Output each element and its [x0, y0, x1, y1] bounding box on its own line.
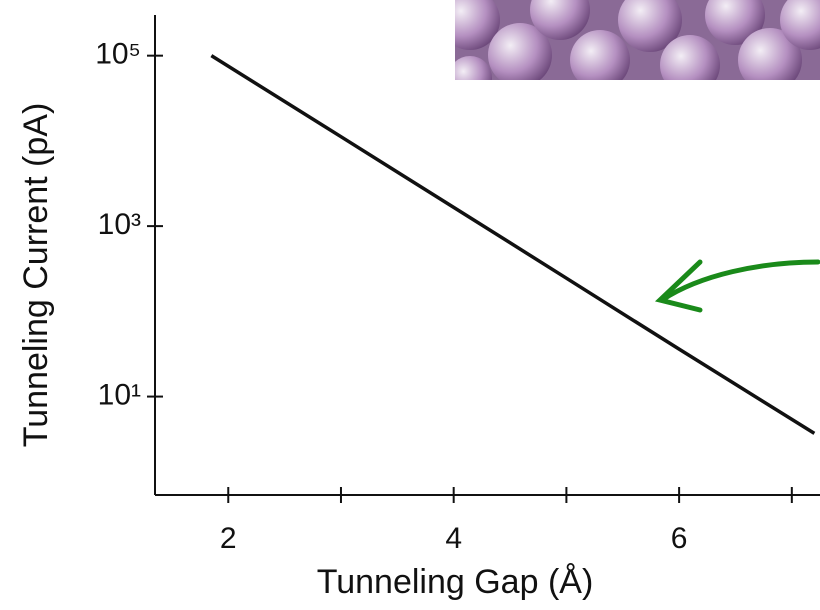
y-tick-label: 10⁵ [95, 38, 141, 71]
annotation-arrow [660, 262, 818, 310]
y-tick-label: 10³ [98, 208, 141, 241]
x-axis-title: Tunneling Gap (Å) [317, 563, 594, 601]
data-line [211, 56, 814, 434]
chart: Tunneling Gap (Å) Tunneling Current (pA)… [0, 0, 820, 610]
x-tick-label: 6 [671, 522, 688, 555]
y-axis-title: Tunneling Current (pA) [17, 103, 55, 448]
y-tick-label: 10¹ [98, 378, 141, 411]
x-tick-label: 4 [445, 522, 462, 555]
x-tick-label: 2 [220, 522, 237, 555]
sample-image [440, 0, 820, 100]
